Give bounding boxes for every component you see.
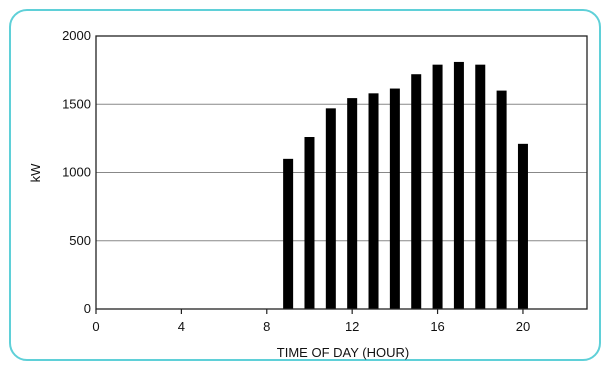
axes — [95, 35, 588, 314]
plot-area-border — [95, 35, 588, 310]
bar-hour-15 — [411, 74, 422, 309]
bar-hour-14 — [389, 88, 400, 310]
bar-hour-18 — [475, 64, 486, 309]
bar-hour-17 — [453, 61, 464, 310]
bar-hour-16 — [432, 64, 443, 309]
x-tick-label-20: 20 — [516, 319, 530, 334]
y-tick-label-2000: 2000 — [62, 28, 91, 43]
bar-hour-9 — [283, 158, 294, 309]
x-tick-label-12: 12 — [345, 319, 359, 334]
x-tick-label-16: 16 — [430, 319, 444, 334]
bar-hour-19 — [496, 90, 507, 309]
bar-hour-12 — [347, 98, 358, 309]
bar-hour-10 — [304, 137, 315, 309]
x-tick-label-0: 0 — [92, 319, 99, 334]
gridlines — [96, 35, 587, 242]
tick-labels: 0 500 1000 1500 2000 0 4 8 12 16 20 — [62, 28, 530, 334]
y-tick-label-1000: 1000 — [62, 165, 91, 180]
y-tick-label-0: 0 — [84, 301, 91, 316]
y-tick-label-1500: 1500 — [62, 96, 91, 111]
x-tick-label-4: 4 — [178, 319, 185, 334]
y-axis-label: kW — [28, 163, 43, 183]
bar-hour-20 — [517, 143, 528, 309]
x-tick-label-8: 8 — [263, 319, 270, 334]
bar-hour-11 — [325, 108, 336, 309]
y-tick-label-500: 500 — [69, 233, 91, 248]
bars — [283, 61, 528, 310]
bar-hour-13 — [368, 93, 379, 309]
x-axis-label: TIME OF DAY (HOUR) — [277, 345, 409, 360]
